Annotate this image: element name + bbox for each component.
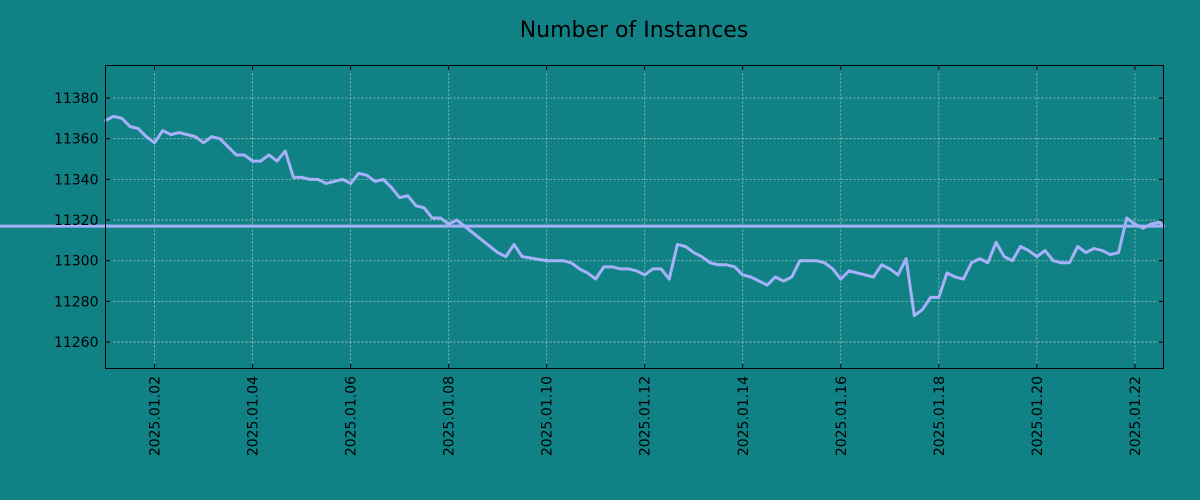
x-tick-label: 2025.01.14 [736,376,752,456]
x-tick-label: 2025.01.18 [932,376,948,456]
chart-title: Number of Instances [520,18,749,43]
series-line-0 [0,114,1165,318]
y-axis-tick-labels: 11260 11280 11300 11320 11340 11360 11380 [54,91,99,351]
x-tick-label: 2025.01.22 [1128,376,1144,456]
x-tick-label: 2025.01.12 [638,376,654,456]
y-tick-label: 11380 [54,91,99,107]
x-tick-label: 2025.01.20 [1030,376,1046,456]
y-tick-label: 11280 [54,294,99,310]
x-axis-tick-labels: 2025.01.02 2025.01.04 2025.01.06 2025.01.08… [148,376,1144,456]
x-tick-label: 2025.01.08 [442,376,458,456]
x-tick-label: 2025.01.06 [344,376,360,456]
x-tick-label: 2025.01.10 [540,376,556,456]
x-tick-label: 2025.01.16 [834,376,850,456]
series-group [0,114,1165,318]
x-tick-label: 2025.01.04 [246,376,262,456]
y-tick-label: 11360 [54,132,99,148]
y-tick-label: 11260 [54,335,99,351]
grid [105,65,1164,369]
tick-marks [105,65,1164,369]
y-tick-label: 11300 [54,254,99,270]
y-tick-label: 11340 [54,172,99,188]
y-tick-label: 11320 [54,213,99,229]
x-tick-label: 2025.01.02 [148,376,164,456]
plot-frame [105,65,1164,369]
